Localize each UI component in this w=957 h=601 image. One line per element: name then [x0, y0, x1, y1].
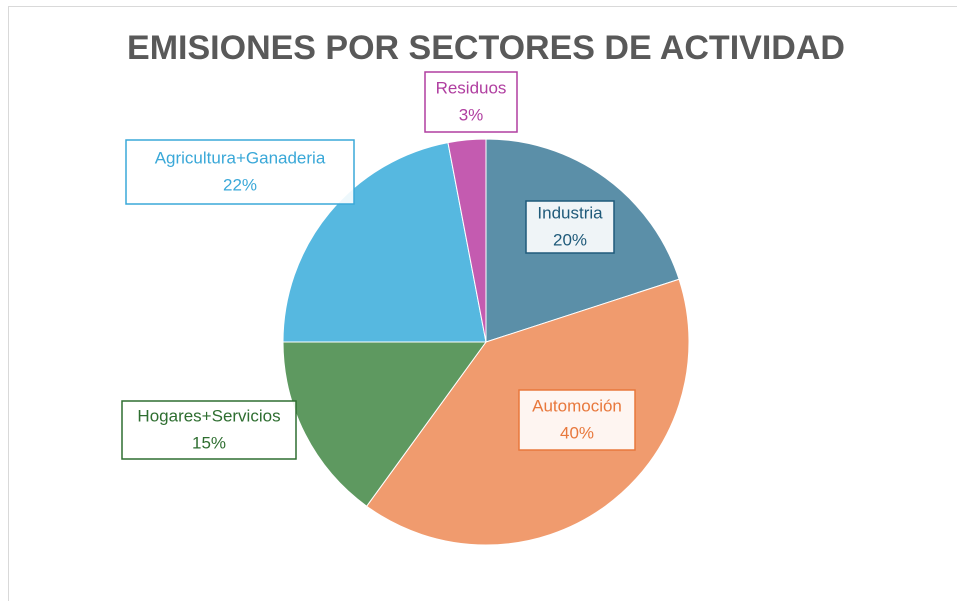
data-label-box: [518, 389, 636, 451]
data-label-name: Hogares+Servicios: [137, 406, 280, 425]
data-label-value: 15%: [192, 433, 226, 452]
pie-slice: [282, 341, 487, 507]
data-label-value: 40%: [560, 423, 594, 442]
pie-slice: [447, 138, 487, 343]
data-label-name: Automoción: [532, 396, 622, 415]
pie-slice: [282, 142, 487, 343]
data-label-box: [121, 400, 297, 460]
data-label-box: [125, 139, 355, 205]
data-label-name: Residuos: [436, 78, 507, 97]
data-label-value: 3%: [459, 105, 484, 124]
chart-title: EMISIONES POR SECTORES DE ACTIVIDAD: [127, 29, 845, 67]
data-label-box: [525, 200, 615, 254]
data-label-name: Industria: [537, 203, 603, 222]
data-label-value: 20%: [553, 230, 587, 249]
data-label-value: 22%: [223, 175, 257, 194]
data-label-name: Agricultura+Ganaderia: [155, 148, 326, 167]
data-label-box: [424, 71, 518, 133]
